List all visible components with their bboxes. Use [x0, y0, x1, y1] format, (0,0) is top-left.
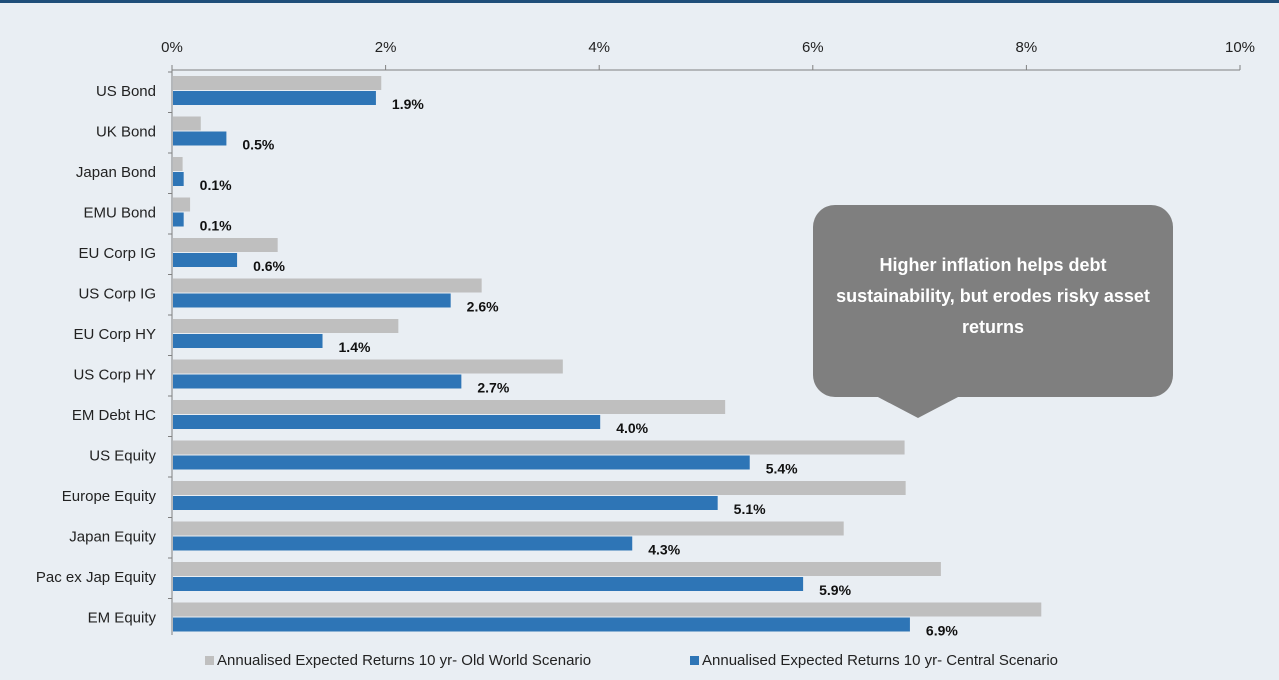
legend-label-old-world: Annualised Expected Returns 10 yr- Old W…: [217, 652, 592, 669]
data-label: 0.6%: [253, 258, 285, 274]
bar-old-world: [173, 76, 382, 90]
category-label: Japan Bond: [76, 164, 156, 181]
category-label: EU Corp HY: [73, 326, 156, 343]
category-label: US Corp HY: [73, 367, 156, 384]
legend-item-old-world: Annualised Expected Returns 10 yr- Old W…: [205, 652, 591, 669]
category-label: US Bond: [96, 83, 156, 100]
category-label: Japan Equity: [69, 529, 156, 546]
data-label: 0.1%: [200, 177, 232, 193]
bar-central: [173, 91, 376, 105]
data-label: 5.1%: [734, 501, 766, 517]
bar-central: [173, 334, 323, 348]
bar-old-world: [173, 116, 201, 131]
x-tick-label: 8%: [1016, 39, 1038, 56]
data-label: 4.3%: [648, 542, 680, 558]
data-label: 0.5%: [242, 137, 274, 153]
bar-chart: 0% 2% 4% 6% 8% 10% US Bond 1.9% UK Bond 0.5% Japan…: [36, 39, 1255, 639]
bar-central: [173, 293, 451, 308]
bar-central: [173, 455, 750, 470]
category-label: EM Equity: [88, 610, 157, 627]
data-label: 4.0%: [616, 420, 648, 436]
bar-central: [173, 131, 227, 146]
category-label: US Equity: [89, 448, 156, 465]
x-tick-label: 4%: [588, 39, 610, 56]
category-label: Pac ex Jap Equity: [36, 569, 157, 586]
bar-old-world: [173, 278, 482, 293]
category-label: EMU Bond: [83, 205, 156, 222]
top-rule: [0, 0, 1279, 3]
bar-central: [173, 536, 633, 551]
bar-old-world: [173, 157, 183, 171]
bar-old-world: [173, 359, 563, 374]
bar-old-world: [173, 481, 906, 495]
callout-tail: [876, 396, 960, 418]
bar-central: [173, 253, 238, 267]
bar-old-world: [173, 400, 726, 414]
bar-central: [173, 617, 910, 632]
category-label: US Corp IG: [78, 286, 156, 303]
data-label: 6.9%: [926, 623, 958, 639]
data-label: 1.9%: [392, 96, 424, 112]
category-label: Europe Equity: [62, 488, 157, 505]
bar-central: [173, 212, 184, 227]
bar-old-world: [173, 602, 1042, 617]
legend-swatch-old-world: [205, 656, 214, 665]
legend: Annualised Expected Returns 10 yr- Old W…: [0, 652, 1279, 676]
bar-central: [173, 577, 804, 591]
bar-old-world: [173, 521, 844, 536]
legend-label-central: Annualised Expected Returns 10 yr- Centr…: [702, 652, 1059, 669]
bar-central: [173, 415, 601, 429]
callout-annotation: Higher inflation helps debt sustainabili…: [813, 205, 1173, 397]
category-label: EU Corp IG: [78, 245, 156, 262]
legend-item-central: Annualised Expected Returns 10 yr- Centr…: [690, 652, 1058, 669]
data-label: 5.4%: [766, 461, 798, 477]
x-tick-label: 6%: [802, 39, 824, 56]
data-label: 0.1%: [200, 218, 232, 234]
bar-central: [173, 172, 184, 186]
bar-old-world: [173, 238, 278, 252]
data-label: 5.9%: [819, 582, 851, 598]
bar-old-world: [173, 197, 191, 212]
data-label: 2.7%: [477, 380, 509, 396]
bar-central: [173, 496, 718, 510]
category-label: UK Bond: [96, 124, 156, 141]
x-tick-label: 10%: [1225, 39, 1255, 56]
data-label: 1.4%: [339, 339, 371, 355]
bar-old-world: [173, 562, 941, 576]
data-label: 2.6%: [467, 299, 499, 315]
x-tick-label: 0%: [161, 39, 183, 56]
x-tick-label: 2%: [375, 39, 397, 56]
bar-old-world: [173, 440, 905, 455]
bar-central: [173, 374, 462, 389]
category-label: EM Debt HC: [72, 407, 156, 424]
legend-swatch-central: [690, 656, 699, 665]
bar-old-world: [173, 319, 399, 333]
